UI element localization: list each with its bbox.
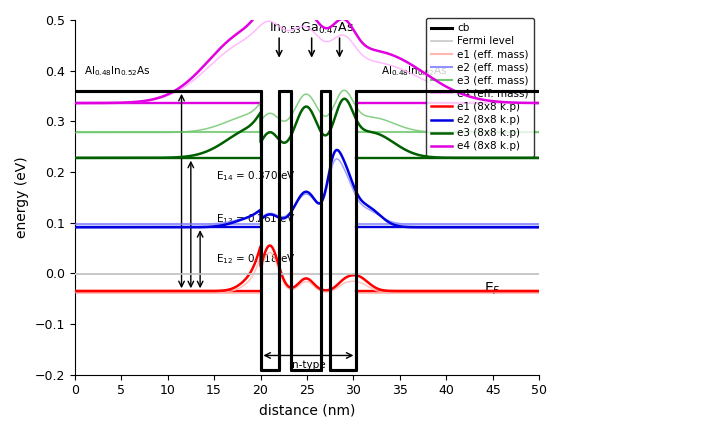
Text: Al$_{0.48}$In$_{0.52}$As: Al$_{0.48}$In$_{0.52}$As bbox=[84, 64, 151, 78]
Y-axis label: energy (eV): energy (eV) bbox=[15, 156, 29, 238]
Text: E$_{12}$ = 0.118 eV: E$_{12}$ = 0.118 eV bbox=[216, 252, 296, 266]
Text: E$_{13}$ = 0.261 eV: E$_{13}$ = 0.261 eV bbox=[216, 213, 295, 226]
Text: In$_{0.53}$Ga$_{0.47}$As: In$_{0.53}$Ga$_{0.47}$As bbox=[269, 21, 354, 36]
X-axis label: distance (nm): distance (nm) bbox=[259, 403, 355, 417]
Legend: cb, Fermi level, e1 (eff. mass), e2 (eff. mass), e3 (eff. mass), e4 (eff. mass),: cb, Fermi level, e1 (eff. mass), e2 (eff… bbox=[426, 18, 534, 157]
Text: Al$_{0.48}$In$_{0.52}$As: Al$_{0.48}$In$_{0.52}$As bbox=[381, 64, 448, 78]
Text: n-type: n-type bbox=[291, 359, 325, 369]
Text: E$_{14}$ = 0.370 eV: E$_{14}$ = 0.370 eV bbox=[216, 169, 296, 183]
Text: E$_F$: E$_F$ bbox=[484, 280, 500, 297]
